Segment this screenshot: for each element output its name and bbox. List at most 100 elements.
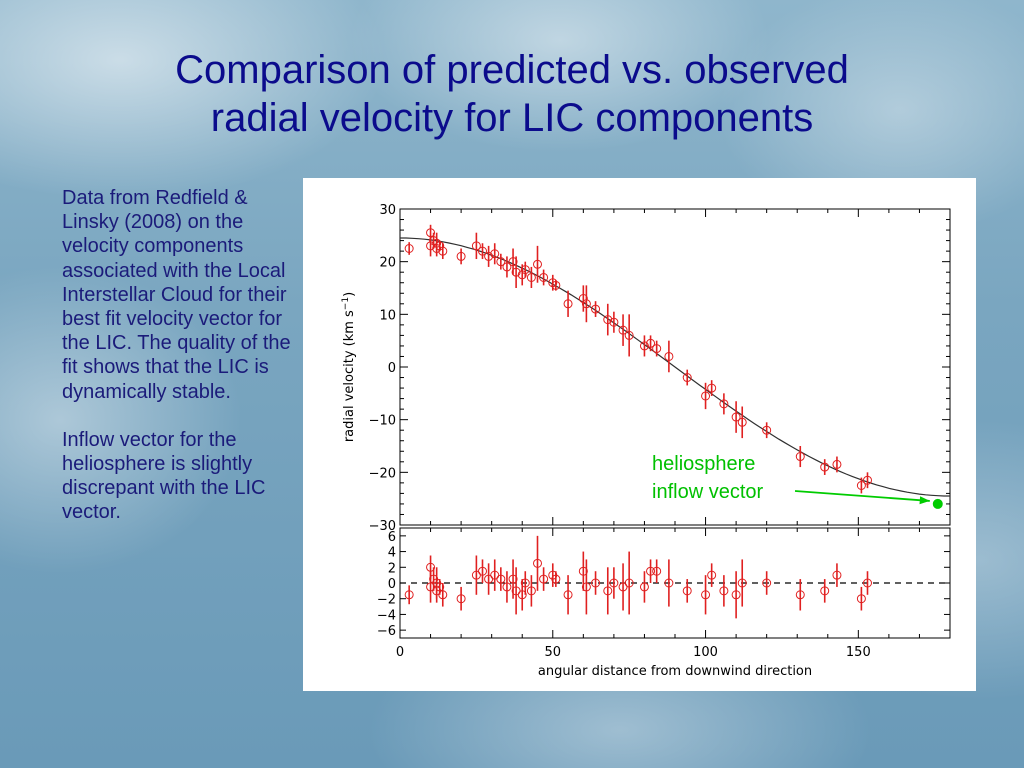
residual-data-point — [832, 570, 842, 580]
velocity-data-point — [856, 481, 866, 490]
velocity-data-point — [551, 280, 561, 290]
residual-data-point — [795, 590, 805, 600]
velocity-data-point — [404, 244, 414, 253]
top-ytick-label: 10 — [379, 308, 396, 323]
residual-data-point — [609, 578, 619, 588]
res-xtick-label: 50 — [545, 645, 562, 660]
residual-data-point — [520, 578, 530, 588]
figure-panel: 30 20 10 0 −10 −20 −30 6 4 2 0 −2 −4 −6 0 50 100 150 ang… — [303, 178, 976, 691]
velocity-data-point — [539, 272, 549, 282]
top-ytick-label: −30 — [369, 519, 396, 534]
residual-data-point — [664, 578, 674, 588]
velocity-data-point — [484, 251, 494, 261]
residual-data-point — [639, 582, 649, 592]
velocity-data-point — [520, 265, 530, 275]
velocity-data-point — [863, 475, 872, 485]
residual-data-point — [762, 578, 772, 588]
description-paragraph-2: Inflow vector for the heliosphere is sli… — [62, 428, 266, 524]
velocity-data-point — [548, 278, 558, 288]
velocity-data-point — [429, 236, 439, 246]
velocity-data-point — [511, 267, 521, 277]
velocity-data-point — [719, 399, 729, 409]
annotation-heliosphere: heliosphere — [652, 453, 756, 475]
velocity-data-point — [438, 246, 448, 256]
res-ytick-label: 6 — [388, 530, 396, 545]
velocity-data-point — [609, 317, 619, 327]
velocity-data-point — [502, 262, 512, 272]
residual-data-point — [533, 558, 542, 568]
velocity-data-point — [762, 425, 772, 435]
residual-data-point — [539, 574, 549, 584]
description-text: Data from Redfield & Linsky (2008) on th… — [62, 186, 294, 525]
slide-title: Comparison of predicted vs. observed rad… — [60, 46, 964, 142]
residual-data-point — [591, 578, 601, 588]
top-ytick-label: −10 — [369, 414, 396, 429]
velocity-data-point — [664, 351, 674, 361]
velocity-data-point — [832, 459, 842, 469]
top-ytick-label: 20 — [379, 256, 396, 271]
residual-data-point — [563, 590, 573, 600]
velocity-data-point — [707, 383, 717, 393]
annotation-arrow-line — [794, 490, 930, 502]
res-ytick-label: −2 — [377, 593, 396, 608]
residual-data-point — [737, 578, 747, 588]
velocity-data-point — [526, 272, 536, 282]
annotation-arrow-head — [919, 496, 930, 505]
velocity-data-point — [517, 270, 527, 280]
velocity-data-point — [563, 299, 573, 309]
residual-data-point — [646, 566, 656, 576]
residual-data-point — [438, 590, 448, 600]
velocity-data-point — [731, 412, 741, 422]
velocity-data-point — [478, 246, 487, 256]
residual-data-point — [820, 586, 830, 596]
velocity-data-point — [533, 259, 542, 269]
res-ytick-label: −4 — [377, 608, 396, 623]
velocity-data-point — [578, 294, 588, 304]
residual-data-point — [404, 590, 414, 600]
residual-data-point — [502, 582, 512, 592]
residual-data-point — [863, 578, 872, 588]
residual-data-point — [435, 582, 445, 592]
residual-data-point — [581, 582, 591, 592]
description-paragraph-1: Data from Redfield & Linsky (2008) on th… — [62, 187, 291, 403]
residual-data-point — [652, 566, 662, 576]
velocity-data-point — [737, 417, 747, 427]
velocity-data-point — [652, 344, 662, 354]
residual-data-point — [856, 594, 866, 604]
res-ytick-label: 0 — [388, 577, 396, 592]
velocity-data-point — [581, 299, 591, 309]
velocity-data-point — [682, 373, 692, 383]
residual-data-point — [508, 574, 518, 584]
velocity-data-point — [701, 391, 711, 401]
top-ytick-label: 30 — [379, 203, 396, 218]
title-line-1: Comparison of predicted vs. observed — [175, 48, 849, 92]
heliosphere-inflow-point — [932, 498, 943, 509]
residual-data-point — [456, 594, 466, 604]
velocity-data-point — [820, 462, 830, 472]
residual-data-point — [578, 566, 588, 576]
x-axis-label: angular distance from downwind direction — [538, 664, 812, 679]
res-ytick-label: −6 — [377, 624, 396, 639]
residual-data-point — [517, 590, 527, 600]
residual-data-point — [707, 570, 717, 580]
velocity-data-point — [618, 325, 628, 335]
velocity-data-point — [508, 257, 518, 267]
velocity-data-point — [471, 241, 481, 251]
velocity-data-point — [639, 341, 649, 351]
residual-data-point — [603, 586, 613, 596]
residual-data-point — [551, 574, 561, 584]
velocity-data-point — [646, 338, 656, 348]
residual-data-point — [496, 574, 506, 584]
velocity-data-point — [456, 251, 466, 261]
velocity-data-point — [426, 241, 436, 251]
velocity-data-point — [432, 244, 442, 253]
residual-data-point — [701, 590, 711, 600]
title-line-2: radial velocity for LIC components — [210, 96, 814, 140]
top-ytick-label: −20 — [369, 466, 396, 481]
model-fit-curve — [400, 237, 950, 497]
velocity-data-point — [591, 304, 601, 314]
res-xtick-label: 0 — [396, 645, 404, 660]
annotation-inflow-vector: inflow vector — [652, 481, 764, 503]
res-ytick-label: 4 — [388, 546, 396, 561]
